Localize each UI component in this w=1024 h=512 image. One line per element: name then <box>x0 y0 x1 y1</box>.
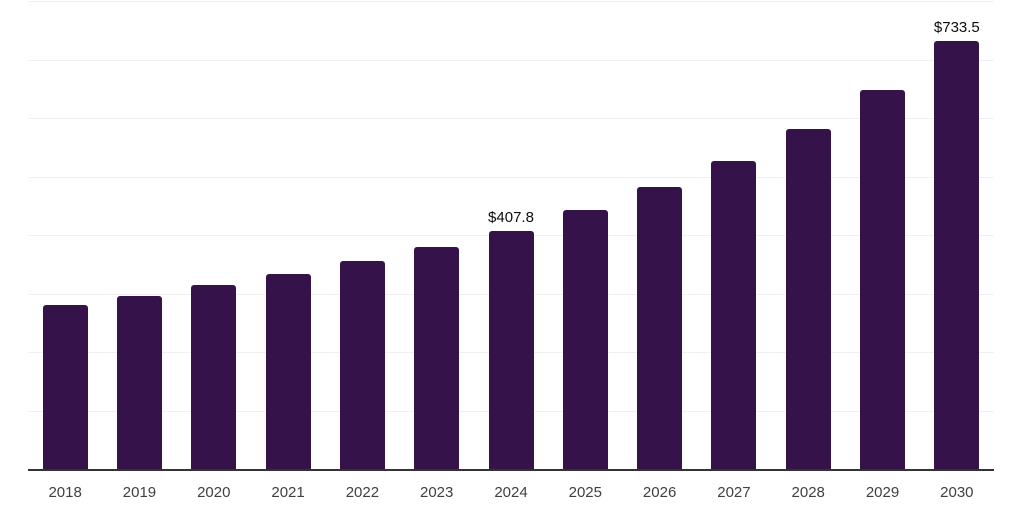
data-label-2030: $733.5 <box>933 18 980 36</box>
gridline-500 <box>28 176 994 178</box>
bar-2018 <box>42 305 88 470</box>
bar-2024 <box>488 231 534 470</box>
bar-2027 <box>711 160 757 470</box>
bar-2020 <box>191 284 237 470</box>
gridline-600 <box>28 118 994 119</box>
gridline-700 <box>28 59 994 61</box>
x-axis-line <box>28 469 994 471</box>
x-axis-label-2028: 2028 <box>791 484 825 501</box>
x-axis-label-2025: 2025 <box>568 484 602 501</box>
data-label-2024: $407.8 <box>488 209 534 227</box>
x-axis-label-2026: 2026 <box>642 484 677 501</box>
bar-2021 <box>265 274 311 470</box>
x-axis-label-2030: 2030 <box>940 484 974 501</box>
x-axis-label-2029: 2029 <box>865 484 900 501</box>
bar-2025 <box>562 210 608 470</box>
x-axis-label-2019: 2019 <box>122 484 157 501</box>
x-axis-label-2022: 2022 <box>345 484 380 501</box>
bar-2028 <box>785 128 831 470</box>
bar-2030 <box>934 40 980 470</box>
x-axis-label-2018: 2018 <box>48 484 82 501</box>
bar-2022 <box>339 261 385 470</box>
x-axis-label-2020: 2020 <box>197 484 231 501</box>
bar-2026 <box>637 186 683 470</box>
bar-2029 <box>860 89 906 470</box>
x-axis-label-2024: 2024 <box>494 484 528 501</box>
x-axis-label-2023: 2023 <box>420 484 454 501</box>
bar-2023 <box>414 247 460 470</box>
gridline-800 <box>28 1 994 2</box>
bar-2019 <box>116 295 162 470</box>
x-axis-label-2027: 2027 <box>717 484 751 501</box>
x-axis-label-2021: 2021 <box>271 484 305 501</box>
